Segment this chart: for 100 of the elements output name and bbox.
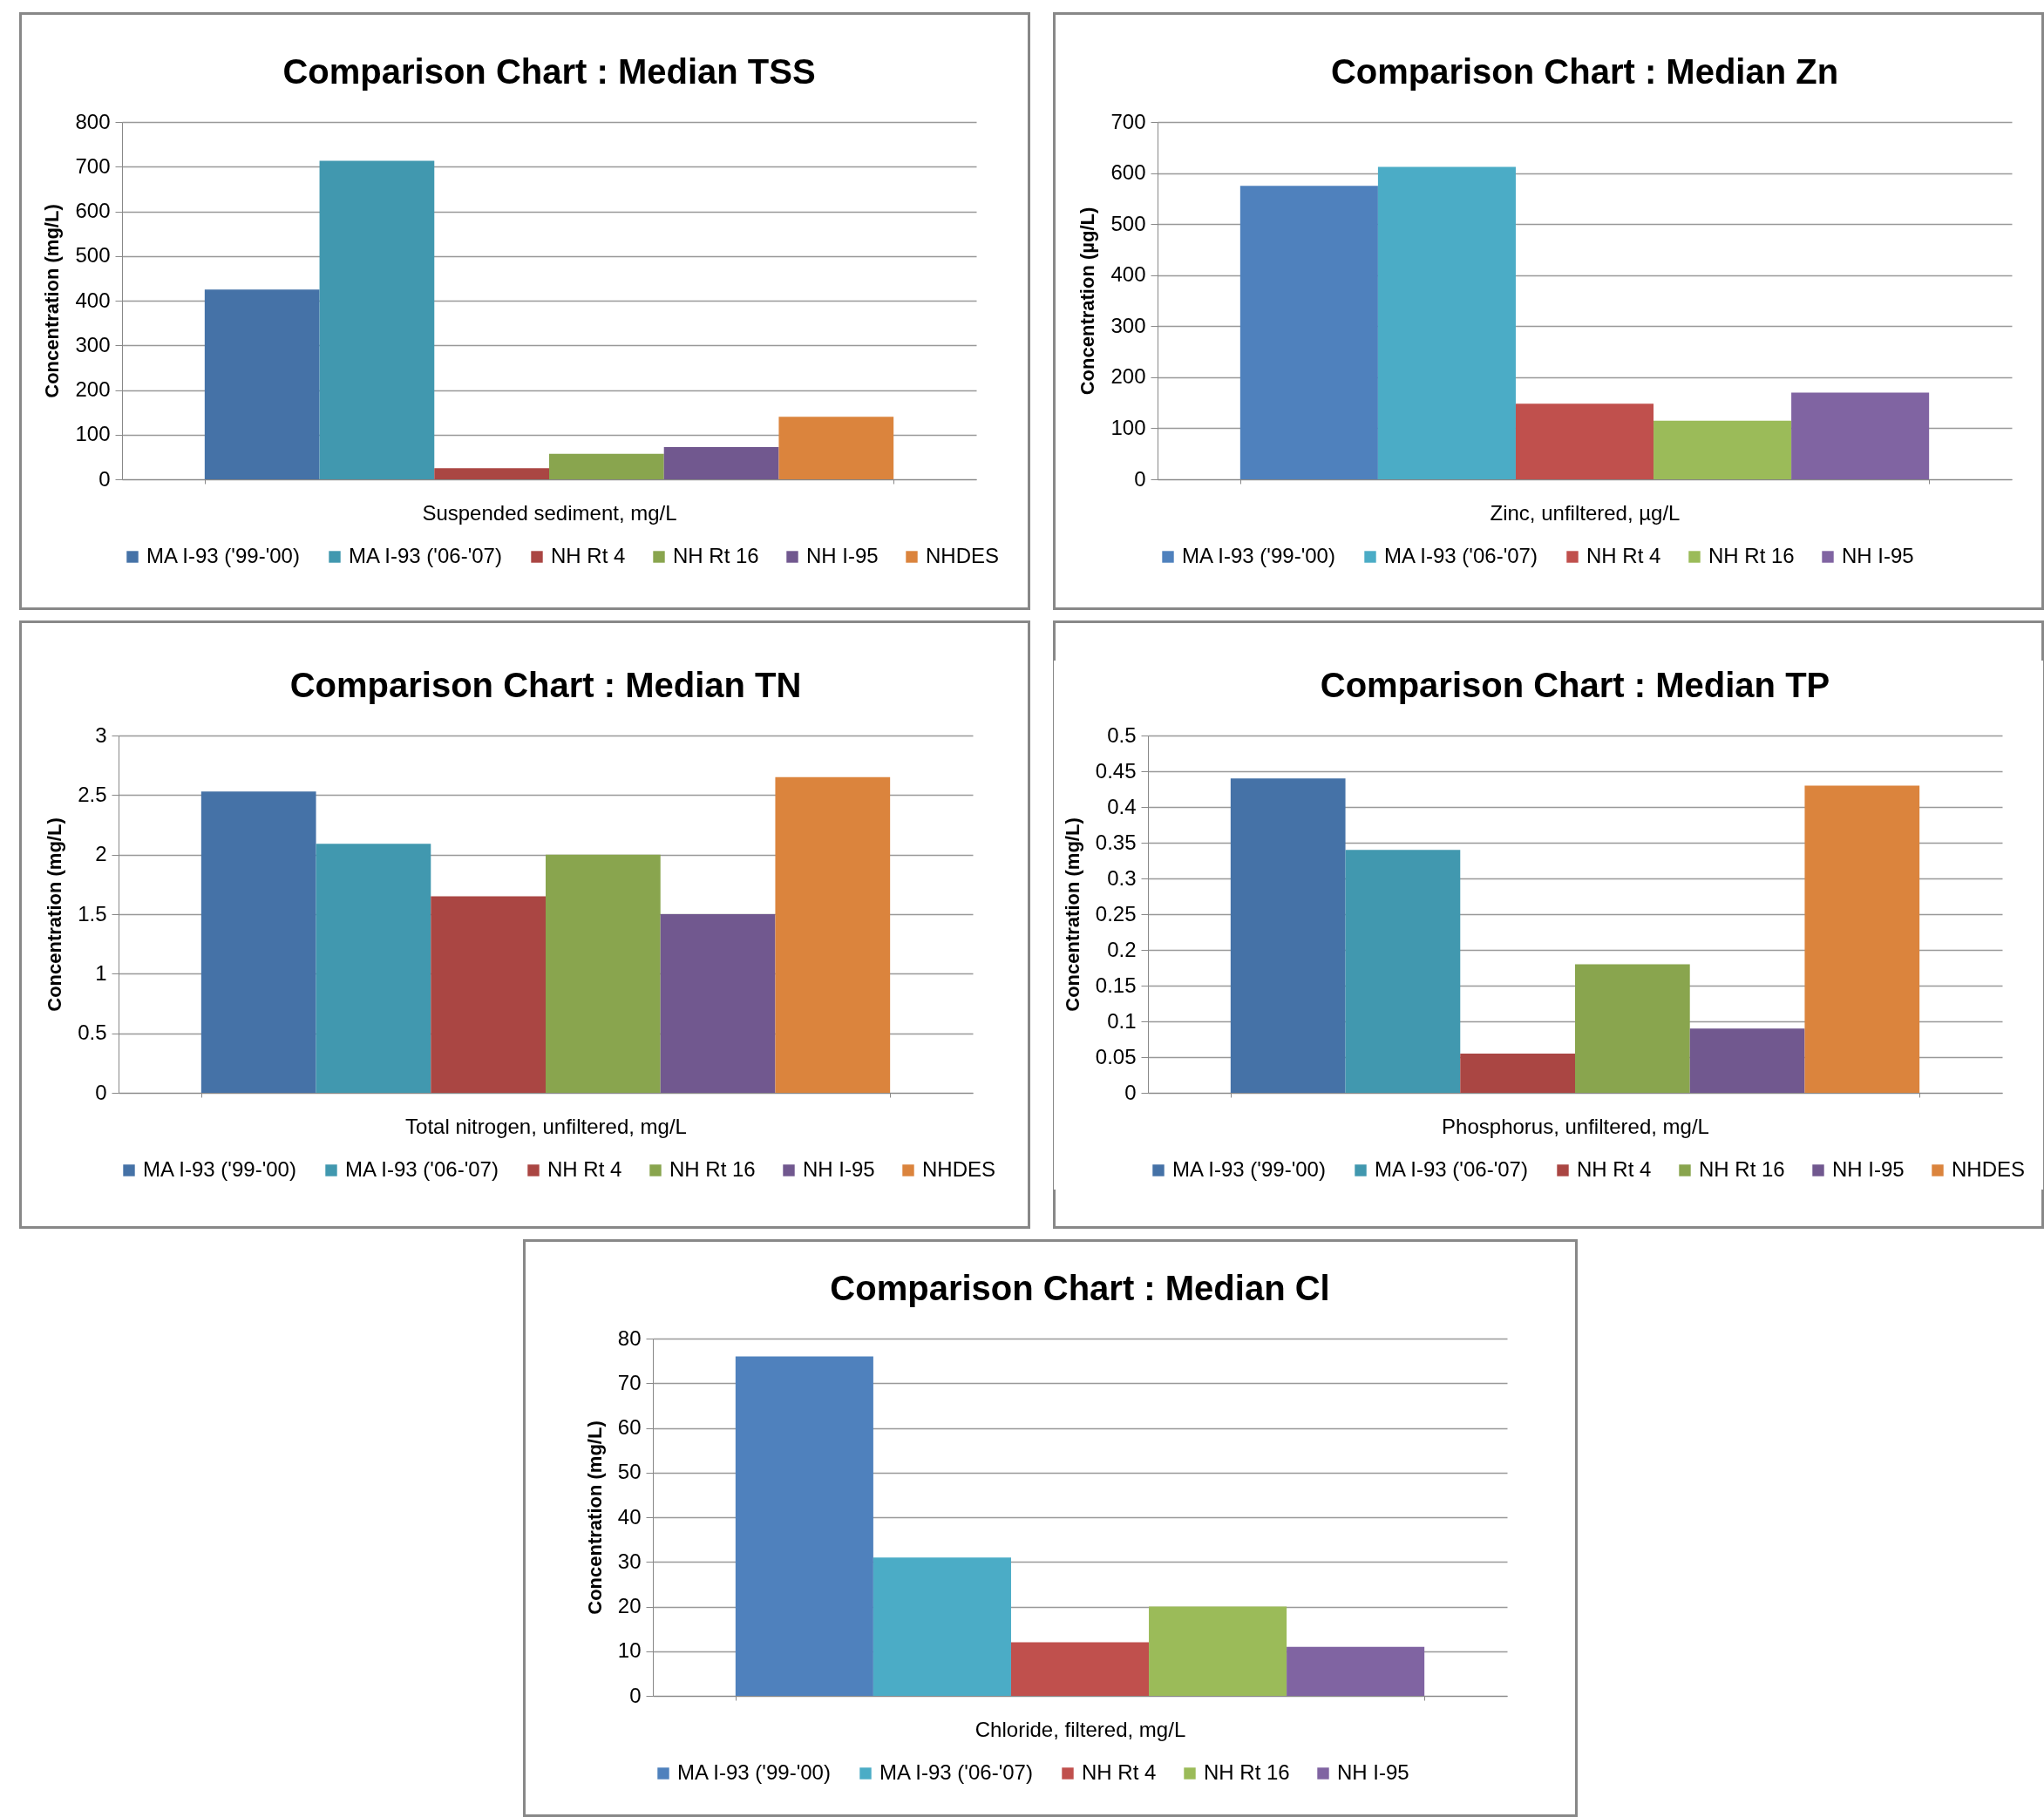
bar: [778, 416, 893, 479]
bar: [316, 843, 431, 1093]
bar: [1239, 185, 1378, 479]
legend-label: MA I-93 ('99-'00): [146, 543, 300, 567]
bar: [735, 1356, 873, 1696]
legend-label: NHDES: [925, 543, 999, 567]
bar: [1790, 391, 1929, 479]
y-axis-title: Concentration (mg/L): [1061, 817, 1083, 1012]
legend-label: NH I-95: [1841, 543, 1914, 567]
y-axis-title: Concentration (µg/L): [1076, 207, 1098, 395]
y-tick-label: 0: [1124, 1080, 1137, 1103]
bar: [1460, 1053, 1575, 1093]
bar: [1010, 1642, 1150, 1696]
legend-label: NH I-95: [805, 543, 879, 567]
y-axis-title: Concentration (mg/L): [583, 1420, 606, 1615]
y-tick-label: 0: [95, 1080, 107, 1103]
bar: [1804, 784, 1920, 1093]
y-tick-label: 10: [617, 1638, 642, 1663]
y-tick-label: 0.05: [1095, 1044, 1137, 1068]
y-tick-label: 300: [1110, 313, 1145, 337]
x-tick-label: Chloride, filtered, mg/L: [974, 1717, 1186, 1741]
legend-label: MA I-93 ('06-'07): [345, 1156, 499, 1181]
y-tick-label: 600: [74, 198, 110, 222]
bar: [1230, 777, 1346, 1093]
bar: [1515, 403, 1654, 479]
legend-label: MA I-93 ('06-'07): [348, 543, 502, 567]
legend-label: NH Rt 4: [1577, 1156, 1652, 1181]
y-tick-label: 800: [74, 109, 110, 132]
legend-label: NH Rt 4: [547, 1156, 622, 1181]
bar: [200, 790, 316, 1093]
legend-label: MA I-93 ('06-'07): [879, 1760, 1033, 1784]
chart-title: Comparison Chart : Median TP: [1320, 665, 1830, 704]
legend-label: MA I-93 ('99-'00): [677, 1760, 831, 1784]
y-tick-label: 0: [98, 466, 110, 490]
legend-label: MA I-93 ('99-'00): [1181, 543, 1335, 567]
y-tick-label: 0: [1133, 466, 1145, 490]
y-tick-label: 300: [74, 332, 110, 356]
legend-label: MA I-93 ('99-'00): [1172, 1156, 1326, 1181]
y-tick-label: 0.25: [1095, 901, 1137, 925]
y-tick-label: 50: [617, 1460, 642, 1484]
y-tick-label: 2: [95, 841, 107, 865]
bar: [1689, 1027, 1805, 1093]
y-tick-label: 500: [74, 242, 110, 267]
bar: [1575, 963, 1690, 1093]
y-tick-label: 0.1: [1107, 1008, 1137, 1032]
y-tick-label: 100: [74, 421, 110, 445]
y-tick-label: 0.45: [1095, 758, 1137, 782]
y-tick-label: 0.35: [1095, 830, 1137, 853]
bar: [431, 896, 546, 1093]
bar: [433, 467, 549, 479]
x-tick-label: Suspended sediment, mg/L: [421, 500, 677, 524]
legend-label: NH Rt 4: [550, 543, 625, 567]
y-tick-label: 20: [617, 1594, 642, 1617]
legend-label: MA I-93 ('99-'00): [143, 1156, 296, 1181]
bar: [775, 776, 891, 1093]
y-tick-label: 400: [1110, 261, 1145, 286]
bar: [548, 453, 664, 479]
legend-label: NH Rt 4: [1082, 1760, 1157, 1784]
chart-title: Comparison Chart : Median TSS: [282, 51, 816, 91]
y-tick-label: 2.5: [78, 782, 107, 806]
y-tick-label: 0.5: [78, 1020, 107, 1044]
bar: [1653, 420, 1791, 479]
bar: [1287, 1646, 1425, 1696]
legend-label: NH I-95: [1337, 1760, 1409, 1784]
legend-label: NHDES: [1952, 1156, 2026, 1181]
x-tick-label: Zinc, unfiltered, µg/L: [1490, 500, 1680, 524]
legend-label: NHDES: [922, 1156, 996, 1181]
y-tick-label: 70: [617, 1370, 642, 1394]
legend-label: NH Rt 16: [672, 543, 759, 567]
chart-title: Comparison Chart : Median TN: [289, 665, 802, 704]
bar: [873, 1557, 1011, 1696]
legend-label: NH Rt 4: [1586, 543, 1660, 567]
legend-label: MA I-93 ('06-'07): [1375, 1156, 1528, 1181]
y-axis-title: Concentration (mg/L): [40, 203, 63, 398]
bar: [1377, 166, 1516, 479]
y-tick-label: 60: [617, 1415, 642, 1439]
legend-label: NH Rt 16: [1204, 1760, 1290, 1784]
y-tick-label: 80: [617, 1325, 642, 1350]
legend-label: NH I-95: [803, 1156, 875, 1181]
y-tick-label: 700: [74, 153, 110, 178]
y-tick-label: 200: [74, 376, 110, 401]
x-tick-label: Phosphorus, unfiltered, mg/L: [1442, 1114, 1709, 1137]
bar: [660, 913, 776, 1093]
y-tick-label: 0.3: [1107, 865, 1137, 889]
y-tick-label: 100: [1110, 415, 1145, 439]
bar: [1345, 849, 1461, 1093]
y-tick-label: 3: [95, 722, 107, 746]
y-axis-title: Concentration (mg/L): [44, 817, 66, 1012]
bar: [663, 446, 778, 479]
y-tick-label: 700: [1110, 109, 1145, 132]
y-tick-label: 500: [1110, 211, 1145, 235]
y-tick-label: 400: [74, 288, 110, 311]
y-tick-label: 1: [95, 960, 107, 985]
x-tick-label: Total nitrogen, unfiltered, mg/L: [405, 1114, 687, 1137]
bar: [204, 288, 320, 479]
y-tick-label: 0: [629, 1683, 642, 1707]
y-tick-label: 200: [1110, 363, 1145, 388]
bar: [1149, 1606, 1287, 1696]
y-tick-label: 40: [617, 1504, 642, 1529]
y-tick-label: 600: [1110, 159, 1145, 184]
